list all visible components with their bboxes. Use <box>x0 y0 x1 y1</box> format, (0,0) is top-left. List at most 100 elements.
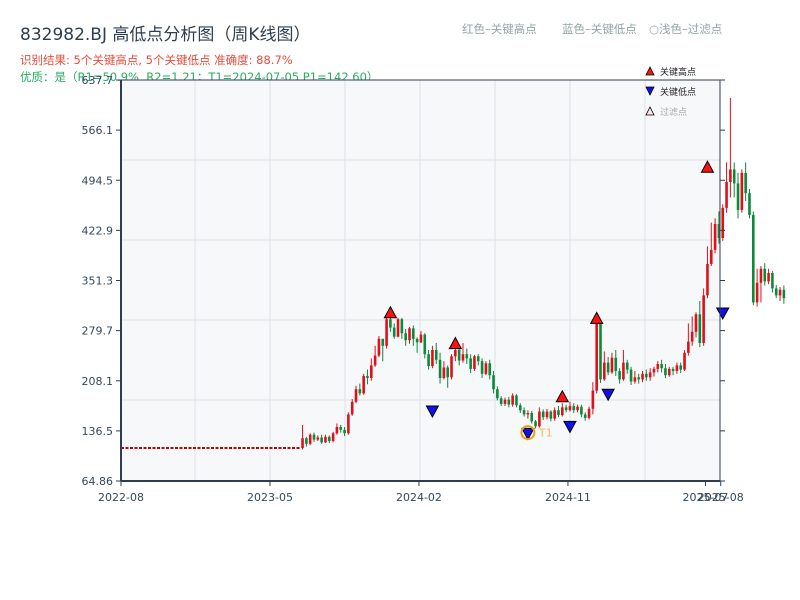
key-point-markers: T1 <box>383 160 730 441</box>
candle-body <box>373 355 377 366</box>
candle-body <box>358 389 362 394</box>
legend-down-triangle-icon <box>645 86 655 96</box>
y-tick-label: 422.9 <box>82 224 114 237</box>
candle-body <box>381 338 385 346</box>
candle-body <box>427 354 430 367</box>
candle-body <box>492 375 495 390</box>
candle-body <box>755 282 759 303</box>
candle-body <box>488 363 492 376</box>
y-tick-label: 494.5 <box>82 174 114 187</box>
key-low-triangle-icon <box>601 388 615 402</box>
candle-body <box>709 249 713 264</box>
candle-body <box>568 405 572 411</box>
candle-body <box>480 361 484 374</box>
candle-body <box>694 314 698 332</box>
candle-body <box>324 436 327 443</box>
candle-body <box>778 289 782 296</box>
candle-body <box>438 359 442 378</box>
candle-body <box>725 181 728 208</box>
candle-body <box>312 434 316 440</box>
candle-body <box>515 395 518 406</box>
key-high-triangle-icon <box>448 336 463 350</box>
key-high-triangle-icon <box>589 311 604 324</box>
candle-body <box>392 327 396 337</box>
candle-body <box>377 338 381 356</box>
y-tick-label: 208.1 <box>82 375 114 388</box>
candle-body <box>652 368 656 373</box>
candle-body <box>507 399 511 405</box>
candle-body <box>465 354 469 359</box>
candle-body <box>347 414 350 434</box>
candle-body <box>572 405 576 411</box>
candle-body <box>752 214 755 303</box>
y-tick-label: 279.7 <box>82 325 114 338</box>
candle-body <box>538 411 541 427</box>
candle-body <box>301 438 304 449</box>
candle-body <box>706 263 709 296</box>
candle-body <box>748 193 751 215</box>
candle-body <box>580 406 583 415</box>
x-tick-label: 2024-11 <box>545 491 591 504</box>
candle-body <box>782 289 786 299</box>
candle-body <box>389 319 392 328</box>
candle-body <box>350 401 354 415</box>
candle-body <box>469 358 472 369</box>
legend-label: 关键低点 <box>660 86 696 98</box>
candle-body <box>740 172 744 210</box>
grid-lines <box>121 80 720 481</box>
candle-body <box>415 338 419 343</box>
candle-body <box>354 389 358 402</box>
t1-circle-icon <box>520 425 536 441</box>
candle-body <box>404 333 407 341</box>
candle-body <box>564 407 568 411</box>
candle-body <box>461 354 465 361</box>
candle-body <box>335 427 339 434</box>
candle-body <box>442 367 446 378</box>
x-tick-label: 2024-02 <box>396 491 442 504</box>
candle-body <box>717 223 721 238</box>
legend-up-triangle-icon <box>645 106 655 116</box>
candle-body <box>591 390 595 409</box>
candle-body <box>599 321 602 380</box>
candle-body <box>476 356 480 362</box>
candle-body <box>618 370 621 380</box>
legend-text-red: 红色–关键高点 <box>462 22 537 36</box>
candle-body <box>496 389 499 399</box>
candle-body <box>316 437 320 440</box>
candle-body <box>385 319 388 346</box>
x-tick-label: 2025-07 <box>682 491 728 504</box>
candle-body <box>610 357 614 373</box>
candle-body <box>763 268 767 282</box>
candle-body <box>343 429 346 434</box>
candle-body <box>744 172 747 194</box>
legend-text-light: ○浅色–过滤点 <box>649 22 723 36</box>
candle-body <box>637 377 640 380</box>
candle-body <box>396 319 400 337</box>
legend-label: 关键高点 <box>660 66 696 78</box>
candle-body <box>614 357 618 371</box>
candle-body <box>331 433 335 442</box>
candle-body <box>561 407 564 416</box>
candle-body <box>774 288 778 296</box>
legend-label: 过滤点 <box>660 106 687 118</box>
candle-body <box>702 295 705 343</box>
candle-body <box>656 363 660 369</box>
candle-body <box>457 349 461 361</box>
candle-body <box>320 437 323 443</box>
candle-body <box>446 367 449 378</box>
candle-body <box>687 341 690 353</box>
candle-body <box>721 207 725 238</box>
candle-body <box>400 319 404 334</box>
candle-body <box>511 395 514 405</box>
candle-body <box>473 356 476 369</box>
candle-body <box>327 436 331 442</box>
candle-body <box>499 398 503 404</box>
candle-body <box>660 363 663 369</box>
candle-body <box>553 410 556 419</box>
candle-body <box>675 365 679 371</box>
candle-body <box>526 412 530 415</box>
result-summary: 识别结果: 5个关键高点, 5个关键低点 准确度: 88.7% <box>20 53 293 67</box>
key-high-triangle-icon <box>383 305 398 319</box>
